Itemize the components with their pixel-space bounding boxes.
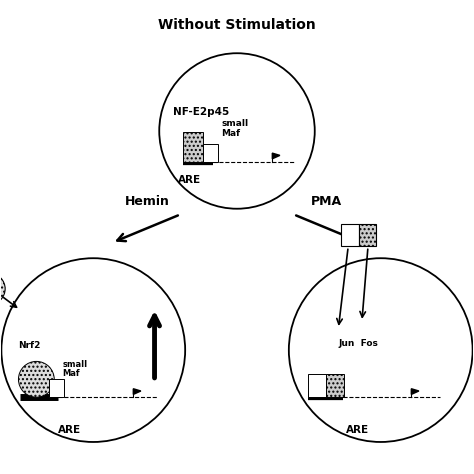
Text: NF-E2p45: NF-E2p45	[173, 107, 229, 117]
Text: small
Maf: small Maf	[63, 360, 88, 378]
Text: PMA: PMA	[311, 195, 342, 208]
Polygon shape	[273, 153, 280, 159]
FancyBboxPatch shape	[326, 374, 345, 397]
FancyBboxPatch shape	[308, 374, 326, 397]
Text: small
Maf: small Maf	[221, 119, 248, 138]
Text: ARE: ARE	[178, 175, 201, 185]
FancyBboxPatch shape	[183, 132, 202, 162]
Text: Nrf2: Nrf2	[18, 341, 40, 350]
Text: ARE: ARE	[346, 425, 369, 435]
Circle shape	[0, 273, 5, 304]
Text: Without Stimulation: Without Stimulation	[158, 18, 316, 32]
FancyBboxPatch shape	[202, 144, 218, 162]
FancyBboxPatch shape	[358, 224, 376, 246]
Polygon shape	[133, 389, 141, 394]
FancyBboxPatch shape	[49, 379, 64, 397]
Text: Hemin: Hemin	[125, 195, 170, 208]
FancyBboxPatch shape	[341, 224, 358, 246]
Text: Jun  Fos: Jun Fos	[338, 338, 378, 347]
Text: ARE: ARE	[58, 425, 81, 435]
Polygon shape	[411, 389, 419, 394]
Circle shape	[18, 361, 54, 397]
